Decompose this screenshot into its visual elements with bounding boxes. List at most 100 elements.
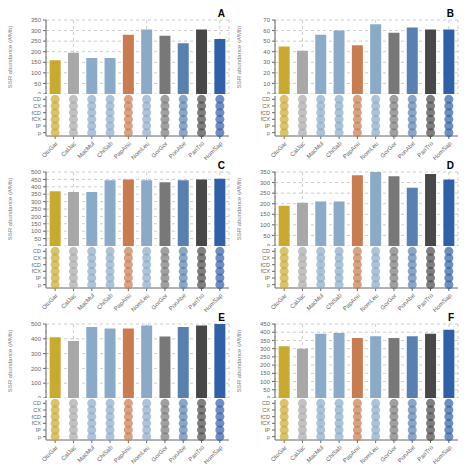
svg-text:300: 300 xyxy=(31,199,42,205)
svg-text:MacMul: MacMul xyxy=(305,444,324,463)
svg-text:GorGor: GorGor xyxy=(379,140,397,158)
svg-text:PonAbe: PonAbe xyxy=(397,292,417,312)
svg-text:250: 250 xyxy=(31,38,42,44)
svg-text:400: 400 xyxy=(31,336,42,342)
svg-text:fCX: fCX xyxy=(261,420,271,426)
svg-text:350: 350 xyxy=(260,169,271,175)
svg-text:fCX: fCX xyxy=(32,268,42,274)
svg-text:IP: IP xyxy=(36,123,42,129)
svg-text:NomLeu: NomLeu xyxy=(359,292,379,312)
svg-text:ChiSab: ChiSab xyxy=(96,444,115,463)
svg-text:PonAbe: PonAbe xyxy=(397,140,417,160)
svg-text:500: 500 xyxy=(31,169,42,175)
svg-text:GorGor: GorGor xyxy=(379,292,397,310)
svg-text:MacMul: MacMul xyxy=(305,292,324,311)
svg-text:HomSap: HomSap xyxy=(203,140,224,160)
svg-text:p: p xyxy=(267,282,270,288)
svg-text:0: 0 xyxy=(267,91,271,94)
svg-text:ChiSab: ChiSab xyxy=(96,292,115,311)
svg-text:PonAbe: PonAbe xyxy=(168,444,188,464)
svg-text:fCX: fCX xyxy=(32,116,42,122)
svg-text:ChiSab: ChiSab xyxy=(325,140,344,159)
svg-text:0: 0 xyxy=(38,395,42,398)
svg-text:CD: CD xyxy=(33,96,41,102)
svg-text:NomLeu: NomLeu xyxy=(130,444,150,464)
svg-text:IP: IP xyxy=(265,123,271,129)
svg-text:SSR abundance (#/Mb): SSR abundance (#/Mb) xyxy=(8,178,13,241)
svg-text:50: 50 xyxy=(263,38,270,44)
svg-text:200: 200 xyxy=(260,201,271,207)
svg-text:NomLeu: NomLeu xyxy=(359,140,379,160)
svg-text:fCD: fCD xyxy=(32,262,42,268)
svg-text:p: p xyxy=(267,434,270,440)
svg-text:fCX: fCX xyxy=(261,116,271,122)
svg-text:ChiSab: ChiSab xyxy=(96,140,115,159)
svg-text:SSR abundance (#/Mb): SSR abundance (#/Mb) xyxy=(8,26,13,89)
svg-text:100: 100 xyxy=(31,70,42,76)
svg-text:40: 40 xyxy=(263,49,270,55)
svg-text:CalJac: CalJac xyxy=(289,140,306,157)
svg-text:0: 0 xyxy=(38,243,42,246)
svg-text:OtoGar: OtoGar xyxy=(41,444,59,462)
svg-text:OtoGar: OtoGar xyxy=(270,292,288,310)
svg-text:IP: IP xyxy=(265,427,271,433)
svg-text:MacMul: MacMul xyxy=(76,140,95,159)
svg-text:150: 150 xyxy=(260,370,271,376)
svg-text:ChiSab: ChiSab xyxy=(325,292,344,311)
svg-text:OtoGar: OtoGar xyxy=(270,140,288,158)
svg-text:SSR abundance (#/Mb): SSR abundance (#/Mb) xyxy=(237,178,242,241)
svg-text:p: p xyxy=(38,282,41,288)
svg-text:GorGor: GorGor xyxy=(150,444,168,462)
svg-text:30: 30 xyxy=(263,59,270,65)
svg-text:50: 50 xyxy=(34,81,41,87)
svg-text:CD: CD xyxy=(262,248,270,254)
svg-text:200: 200 xyxy=(260,362,271,368)
svg-text:PonAbe: PonAbe xyxy=(168,292,188,312)
svg-text:CD: CD xyxy=(262,400,270,406)
svg-text:100: 100 xyxy=(31,380,42,386)
svg-text:70: 70 xyxy=(263,17,270,23)
svg-text:OtoGar: OtoGar xyxy=(41,292,59,310)
svg-text:IP: IP xyxy=(265,275,271,281)
svg-text:300: 300 xyxy=(260,346,271,352)
svg-text:10: 10 xyxy=(263,81,270,87)
svg-text:IP: IP xyxy=(36,427,42,433)
svg-text:150: 150 xyxy=(31,221,42,227)
svg-text:fCD: fCD xyxy=(32,110,42,116)
svg-text:NomLeu: NomLeu xyxy=(359,444,379,464)
svg-text:p: p xyxy=(267,130,270,136)
svg-text:350: 350 xyxy=(260,338,271,344)
svg-text:100: 100 xyxy=(260,379,271,385)
svg-text:CX: CX xyxy=(33,255,41,261)
svg-text:250: 250 xyxy=(260,190,271,196)
svg-text:CalJac: CalJac xyxy=(60,444,77,461)
svg-text:GorGor: GorGor xyxy=(150,292,168,310)
svg-text:450: 450 xyxy=(260,321,271,327)
svg-text:350: 350 xyxy=(31,191,42,197)
svg-text:fCX: fCX xyxy=(32,420,42,426)
svg-text:CalJac: CalJac xyxy=(289,444,306,461)
svg-text:CD: CD xyxy=(262,96,270,102)
svg-text:400: 400 xyxy=(260,329,271,335)
svg-text:60: 60 xyxy=(263,28,270,34)
svg-text:OtoGar: OtoGar xyxy=(270,444,288,462)
svg-text:CD: CD xyxy=(33,400,41,406)
svg-text:0: 0 xyxy=(38,91,42,94)
svg-text:200: 200 xyxy=(31,214,42,220)
svg-text:300: 300 xyxy=(31,351,42,357)
svg-text:250: 250 xyxy=(260,354,271,360)
svg-text:PonAbe: PonAbe xyxy=(168,140,188,160)
svg-text:SSR abundance (#/Mb): SSR abundance (#/Mb) xyxy=(8,330,13,393)
svg-text:CalJac: CalJac xyxy=(60,292,77,309)
svg-text:CX: CX xyxy=(33,103,41,109)
svg-text:20: 20 xyxy=(263,70,270,76)
svg-text:0: 0 xyxy=(267,243,271,246)
svg-text:0: 0 xyxy=(267,395,271,398)
svg-text:SSR abundance (#/Mb): SSR abundance (#/Mb) xyxy=(237,330,242,393)
svg-text:300: 300 xyxy=(260,180,271,186)
svg-text:500: 500 xyxy=(31,321,42,327)
svg-text:400: 400 xyxy=(31,184,42,190)
svg-text:GorGor: GorGor xyxy=(150,140,168,158)
svg-text:CX: CX xyxy=(262,255,270,261)
svg-text:HomSap: HomSap xyxy=(203,292,224,312)
